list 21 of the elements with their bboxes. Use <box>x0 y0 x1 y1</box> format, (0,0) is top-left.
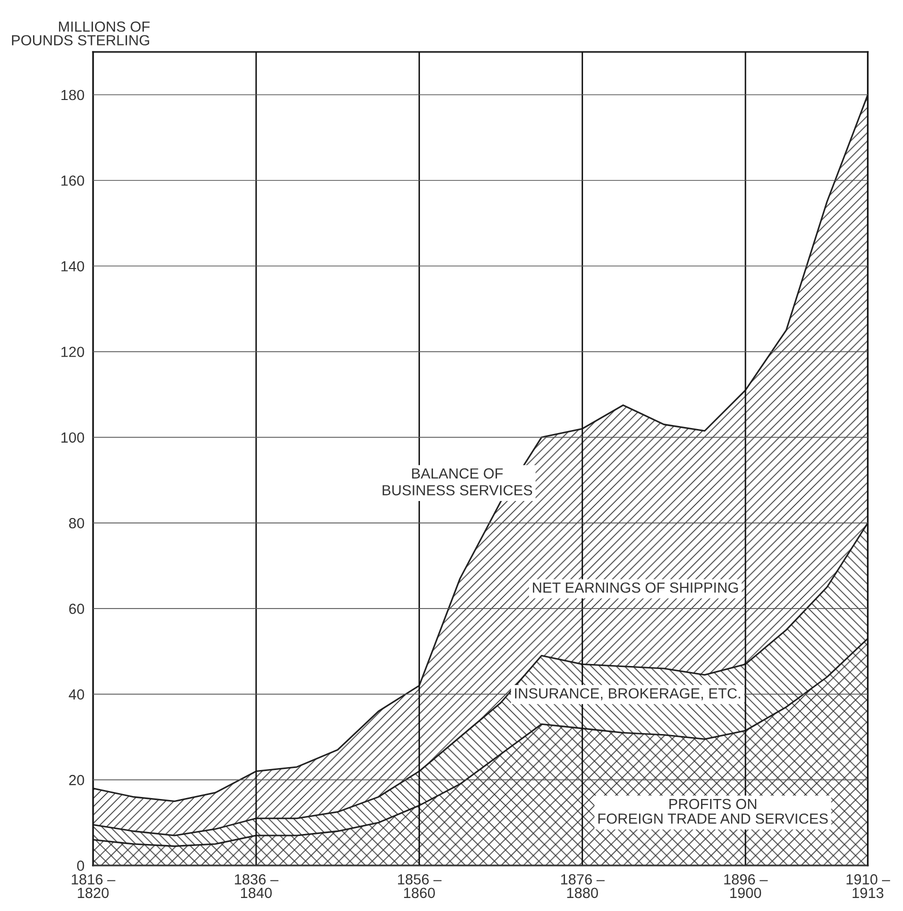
y-tick-label: 60 <box>69 604 84 614</box>
y-tick-label: 140 <box>61 261 84 272</box>
y-tick-label: 20 <box>69 774 84 786</box>
series-label: INSURANCE, BROKERAGE, ETC. <box>515 688 740 700</box>
annotation: BALANCE OF BUSINESS SERVICES <box>382 468 532 496</box>
y-tick-label: 180 <box>61 90 84 100</box>
x-tick-label: 1876 – 1880 <box>561 874 605 898</box>
x-tick-label: 1910 – 1913 <box>846 874 890 898</box>
x-tick-label: 1816 – 1820 <box>72 874 116 898</box>
y-tick-label: 120 <box>61 346 84 358</box>
y-tick-label: 160 <box>61 175 84 186</box>
y-axis-title: MILLIONS OF POUNDS STERLING <box>12 21 150 46</box>
x-tick-label: 1896 – 1900 <box>724 874 768 898</box>
y-tick-label: 80 <box>69 518 84 528</box>
y-tick-label: 100 <box>61 432 84 443</box>
y-tick-label: 40 <box>68 689 84 700</box>
series-label: NET EARNINGS OF SHIPPING <box>532 582 738 593</box>
y-tick-label: 0 <box>77 860 84 871</box>
x-tick-label: 1856 – 1860 <box>398 874 442 898</box>
x-tick-label: 1836 – 1840 <box>234 874 278 898</box>
series-label: PROFITS ON FOREIGN TRADE AND SERVICES <box>598 798 828 824</box>
